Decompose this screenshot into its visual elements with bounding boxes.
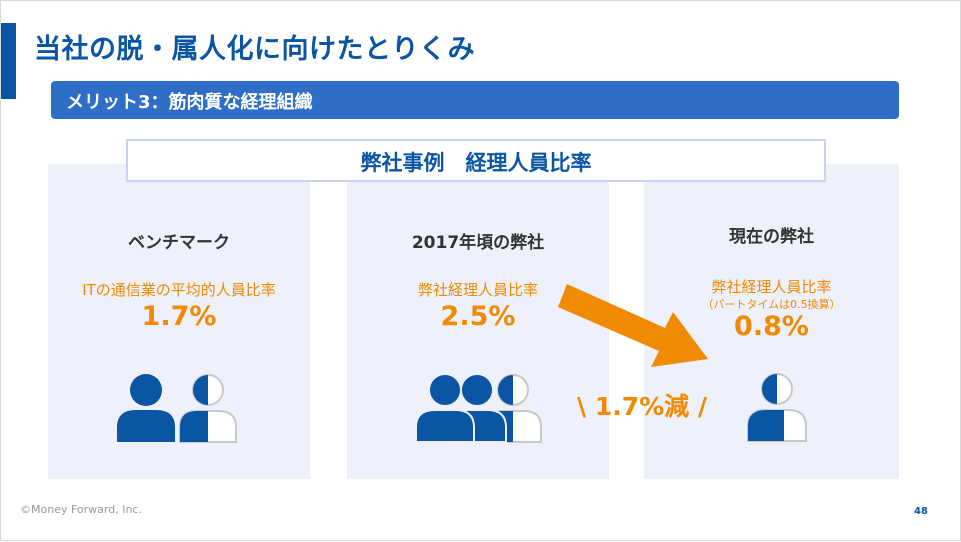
- panel-note: （パートタイムは0.5換算）: [702, 298, 841, 311]
- reduction-label: \ 1.7%減 /: [577, 392, 708, 421]
- title-accent-bar: [1, 23, 16, 99]
- page-number: 48: [914, 506, 928, 517]
- half-plus-person-icon: [747, 373, 807, 442]
- case-title-box: 弊社事例 経理人員比率: [126, 139, 826, 182]
- current-company-panel: 現在の弊社 弊社経理人員比率 （パートタイムは0.5換算） 0.8%: [644, 164, 899, 479]
- subtitle-text: メリット3：筋肉質な経理組織: [66, 92, 313, 113]
- panel-heading: ベンチマーク: [128, 233, 230, 253]
- subtitle-banner: メリット3：筋肉質な経理組織: [51, 81, 899, 119]
- case-title: 弊社事例 経理人員比率: [360, 151, 592, 175]
- panel-value: 0.8%: [734, 311, 809, 342]
- two-and-half-persons-icon: [415, 373, 542, 443]
- benchmark-panel: ベンチマーク ITの通信業の平均的人員比率 1.7%: [48, 164, 310, 479]
- copyright-footer: ©Money Forward, Inc.: [20, 503, 142, 516]
- panel-label: 弊社経理人員比率: [417, 281, 538, 299]
- page-title: 当社の脱・属人化に向けたとりくみ: [34, 34, 476, 65]
- panel-heading: 2017年頃の弊社: [411, 233, 545, 253]
- past-company-panel: 2017年頃の弊社 弊社経理人員比率 2.5%: [347, 164, 609, 479]
- panel-value: 1.7%: [141, 301, 217, 332]
- panel-value: 2.5%: [440, 301, 516, 332]
- panel-label: ITの通信業の平均的人員比率: [82, 281, 276, 299]
- one-and-half-persons-icon: [117, 374, 237, 443]
- panel-heading: 現在の弊社: [729, 227, 814, 247]
- panel-label: 弊社経理人員比率: [711, 278, 832, 296]
